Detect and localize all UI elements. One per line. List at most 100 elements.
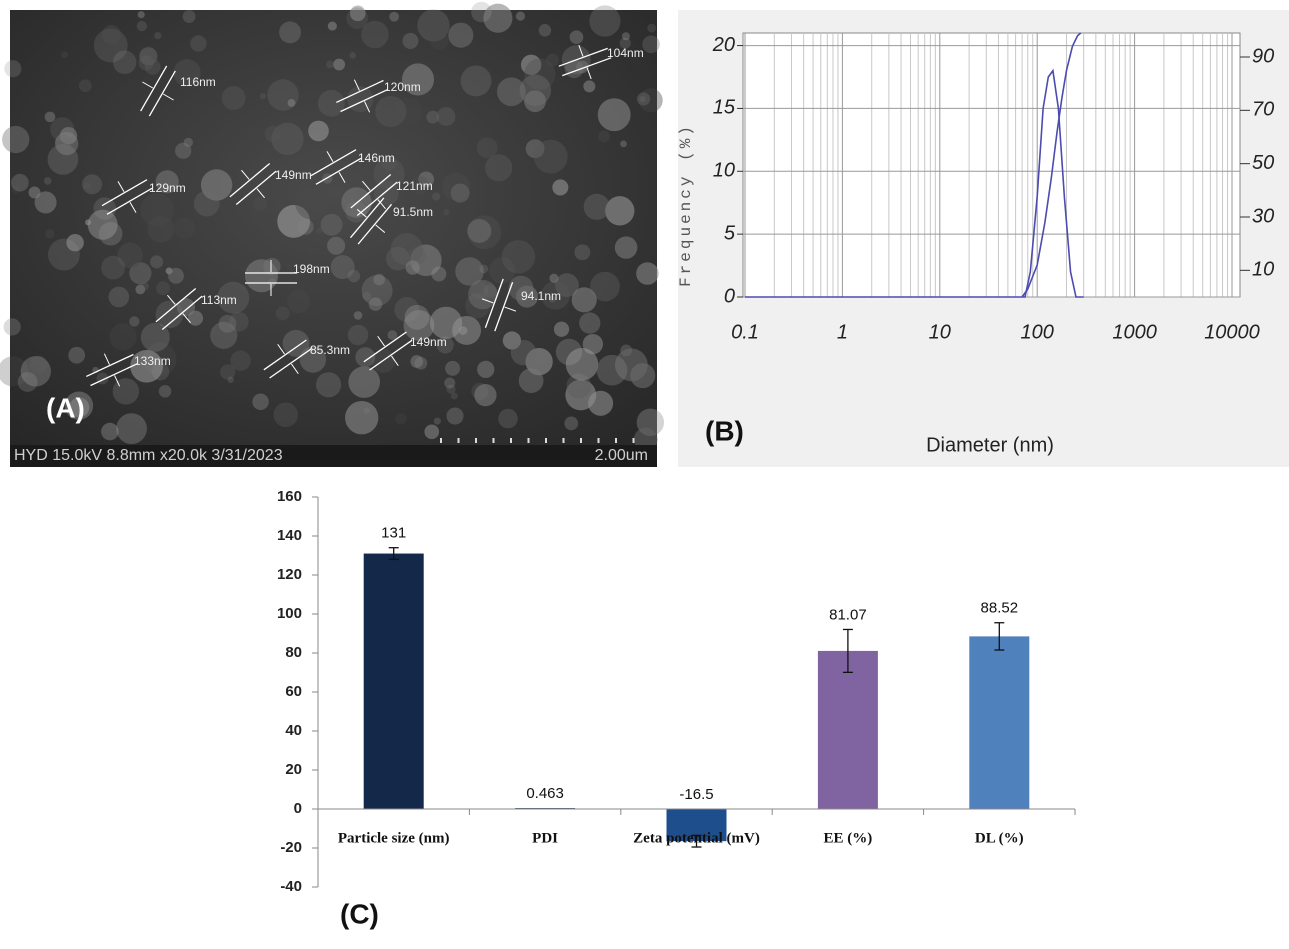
sem-particle [444, 377, 455, 388]
sem-particle [316, 372, 341, 397]
sem-particle [279, 21, 301, 43]
plot-area [743, 33, 1240, 297]
value-label: 131 [381, 525, 406, 542]
sem-particle [145, 59, 161, 75]
scale-tick [580, 438, 582, 443]
sem-particle [11, 174, 29, 192]
sem-particle [583, 80, 595, 92]
scale-tick [440, 438, 442, 443]
x-tick-label: 0.1 [731, 321, 759, 343]
y-tick-label: -20 [280, 839, 302, 856]
sem-particle [426, 111, 439, 124]
sem-particle [222, 86, 246, 110]
sem-particle [405, 305, 430, 330]
y-tick-label: 140 [277, 527, 302, 544]
sem-particle [113, 378, 139, 404]
sem-particle [355, 347, 375, 367]
sem-particle [253, 197, 267, 211]
sem-particle [267, 79, 298, 110]
sem-particle [477, 137, 498, 158]
sem-particle [318, 90, 345, 117]
sem-particle [326, 60, 334, 68]
sem-particle [620, 140, 627, 147]
sem-particle [175, 143, 191, 159]
sem-particle [432, 192, 440, 200]
measurement-label: 149nm [410, 335, 447, 349]
sem-particle [647, 24, 656, 33]
y-tick-label: 5 [724, 222, 736, 244]
x-tick-label: 1000 [1112, 321, 1157, 343]
sem-particle [346, 7, 368, 29]
sem-particle [590, 272, 620, 302]
sem-particle [498, 409, 517, 428]
sem-particle [113, 50, 137, 74]
sem-particle [328, 22, 337, 31]
sem-particle [583, 334, 603, 354]
sem-particle [451, 184, 470, 203]
sem-particle [129, 316, 139, 326]
sem-particle [431, 267, 446, 282]
sem-particle [642, 36, 660, 54]
y-axis-title: Frequency (%) [677, 123, 695, 287]
sem-particle [18, 372, 38, 392]
sem-particle [276, 306, 290, 320]
bar [818, 651, 878, 809]
sem-particle [66, 234, 83, 251]
sem-particle [446, 407, 463, 424]
measurement-label: 94.1nm [521, 289, 561, 303]
sem-particle [317, 227, 323, 233]
sem-particle [484, 155, 510, 181]
figure: HYD 15.0kV 8.8mm x20.0k 3/31/2023 2.00um… [0, 0, 1289, 949]
sem-particle [402, 33, 418, 49]
sem-particle [348, 366, 380, 398]
sem-particle [295, 186, 328, 219]
sem-particle [230, 350, 250, 370]
sem-particle [156, 281, 170, 295]
scale-tick [458, 438, 460, 443]
x-tick-label: 10 [929, 321, 951, 343]
sem-particle [534, 140, 568, 174]
sem-particle [443, 209, 449, 215]
sem-particle [273, 402, 298, 427]
sem-particle [564, 416, 578, 430]
x-tick-label: EE (%) [824, 830, 873, 846]
sem-particle [286, 263, 292, 269]
sem-particle [194, 191, 220, 217]
sem-particle [539, 24, 551, 36]
sem-particle [333, 59, 345, 71]
sem-particle [308, 121, 329, 142]
sem-particle [298, 219, 314, 235]
y-tick-label: -40 [280, 878, 302, 895]
sem-particle [4, 318, 21, 335]
sem-particle [519, 368, 544, 393]
sem-particle [445, 361, 460, 376]
sem-particle [511, 340, 536, 365]
sem-particle [88, 210, 118, 240]
sem-particle [147, 216, 174, 243]
sem-particle [109, 323, 136, 350]
y-tick-label: 100 [277, 605, 302, 622]
sem-particle [345, 401, 378, 434]
sem-particle [430, 31, 449, 50]
sem-particle [154, 32, 161, 39]
sem-particle [597, 355, 628, 386]
sem-particle [448, 23, 473, 48]
sem-particle [471, 2, 492, 23]
sem-particle [520, 75, 551, 106]
panel-label: (C) [340, 898, 379, 929]
sem-particle [588, 391, 613, 416]
y-tick-label: 40 [285, 722, 302, 739]
measurement-label: 198nm [293, 262, 330, 276]
sem-particle [108, 287, 129, 308]
y-tick-label: 0 [294, 800, 302, 817]
sem-particle [549, 274, 558, 283]
sem-particle [636, 262, 659, 285]
sem-particle [354, 311, 363, 320]
y-tick-label: 20 [285, 761, 302, 778]
sem-particle [260, 93, 266, 99]
sem-particle [502, 240, 535, 273]
x-axis-title: Diameter (nm) [926, 434, 1054, 456]
x-tick-label: 1 [837, 321, 848, 343]
scale-tick [528, 438, 530, 443]
sem-particle [395, 413, 406, 424]
